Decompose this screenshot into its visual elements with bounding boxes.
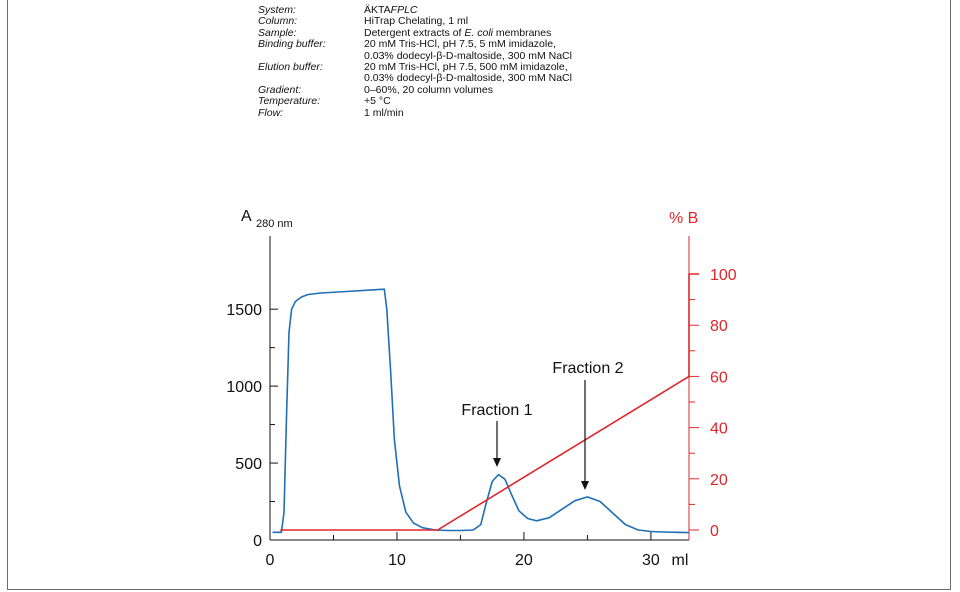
info-key: Elution buffer: [258,61,323,74]
y-left-tick-label: 500 [235,456,262,473]
info-row: Column: HiTrap Chelating, 1 ml [258,15,572,28]
info-value: 20 mM Tris-HCl, pH 7.5, 500 mM imidazole… [364,61,568,74]
info-value: 0–60%, 20 column volumes [364,83,493,96]
info-row: Elution buffer: 20 mM Tris-HCl, pH 7.5, 5… [258,61,572,74]
y-right-tick-label: 40 [710,421,728,438]
figure-frame [7,0,951,590]
info-value: HiTrap Chelating, 1 ml [364,15,469,28]
info-key: Binding buffer: [258,38,326,51]
info-value: 1 ml/min [364,106,404,119]
info-value: 0.03% dodecyl-β-D-maltoside, 300 mM NaCl [364,72,572,85]
info-key: Gradient: [258,83,302,96]
y-left-tick-label: 1000 [226,379,262,396]
y-right-tick-label: 80 [710,318,728,335]
annotation-arrow-head [493,458,501,467]
info-value: Detergent extracts of E. coli membranes [364,26,552,39]
info-value: 0.03% dodecyl-β-D-maltoside, 300 mM NaCl [364,49,572,62]
annotation-arrow-head [581,481,589,490]
info-row: Temperature: +5 °C [258,95,572,108]
y-right-axis-label: % B [669,210,698,227]
info-key: Sample: [258,26,297,39]
percent-b-series-line [280,273,700,531]
info-row: Sample: Detergent extracts of E. coli mem… [258,26,572,39]
x-tick-label: 30 [642,552,660,569]
y-left-axis-label-sub: 280 nm [256,218,293,230]
info-value: 20 mM Tris-HCl, pH 7.5, 5 mM imidazole, [364,38,556,51]
info-row: 0.03% dodecyl-β-D-maltoside, 300 mM NaCl [258,49,572,62]
x-tick-label: 10 [388,552,406,569]
y-left-axis-label: A [241,208,252,225]
info-value: +5 °C [364,95,391,108]
annotation-label: Fraction 2 [552,360,623,377]
info-key: System: [258,4,296,16]
y-right-tick-label: 20 [710,472,728,489]
method-info: System: ÄKTAFPLC Column: HiTrap Chelating, … [258,4,572,119]
info-key: Flow: [258,106,284,119]
absorbance-series-line [272,288,690,534]
info-row: 0.03% dodecyl-β-D-maltoside, 300 mM NaCl [258,73,572,84]
y-right-tick-label: 0 [710,523,719,540]
info-value: ÄKTAFPLC [364,4,418,16]
y-right-tick-label: 60 [710,369,728,386]
x-tick-label: 0 [266,552,275,569]
info-row: System: ÄKTAFPLC [258,4,572,16]
x-tick-label: 20 [515,552,533,569]
info-row: Binding buffer: 20 mM Tris-HCl, pH 7.5, 5… [258,38,572,51]
info-key: Column: [258,15,298,28]
y-left-tick-label: 1500 [226,302,262,319]
info-key: Temperature: [258,95,321,108]
info-row: Gradient: 0–60%, 20 column volumes [258,83,572,96]
annotation-label: Fraction 1 [461,402,532,419]
info-row: Flow: 1 ml/min [258,106,572,119]
y-left-tick-label: 0 [253,533,262,550]
y-right-tick-label: 100 [710,267,737,284]
x-unit-label: ml [672,552,689,569]
